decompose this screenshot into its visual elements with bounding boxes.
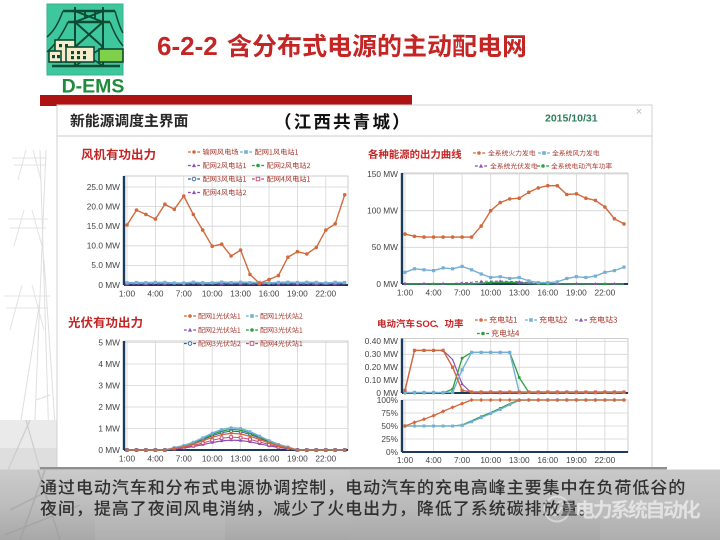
svg-text:100 MW: 100 MW [367, 206, 398, 216]
svg-text:0 MW: 0 MW [376, 279, 398, 289]
svg-text:19:00: 19:00 [566, 288, 587, 298]
svg-text:0 MW: 0 MW [98, 280, 120, 290]
svg-text:6-2-2: 6-2-2 [157, 31, 218, 61]
svg-text:0.10 MW: 0.10 MW [365, 375, 398, 385]
svg-text:0 MW: 0 MW [98, 445, 120, 455]
svg-text:4:00: 4:00 [147, 454, 164, 464]
svg-text:3 MW: 3 MW [98, 380, 120, 390]
svg-text:75%: 75% [381, 408, 398, 418]
svg-text:50 MW: 50 MW [372, 242, 398, 252]
svg-text:0.30 MW: 0.30 MW [365, 349, 398, 359]
svg-text:1:00: 1:00 [397, 288, 414, 298]
svg-text:0.20 MW: 0.20 MW [365, 362, 398, 372]
svg-text:D-EMS: D-EMS [62, 76, 125, 98]
svg-text:0%: 0% [386, 447, 399, 457]
svg-text:4 MW: 4 MW [98, 359, 120, 369]
svg-text:16:00: 16:00 [537, 288, 558, 298]
svg-text:19:00: 19:00 [287, 454, 308, 464]
svg-text:22:00: 22:00 [595, 455, 616, 465]
svg-text:2 MW: 2 MW [98, 402, 120, 412]
svg-text:16:00: 16:00 [259, 454, 280, 464]
svg-text:4:00: 4:00 [147, 289, 164, 299]
svg-text:22:00: 22:00 [595, 288, 616, 298]
svg-text:0 MW: 0 MW [376, 388, 398, 398]
svg-text:5 MW: 5 MW [98, 337, 120, 347]
svg-text:13:00: 13:00 [509, 455, 530, 465]
svg-text:4:00: 4:00 [426, 288, 443, 298]
svg-text:13:00: 13:00 [230, 289, 251, 299]
svg-text:7:00: 7:00 [176, 289, 193, 299]
svg-text:10:00: 10:00 [202, 454, 223, 464]
svg-text:20.0 MW: 20.0 MW [87, 201, 120, 211]
svg-text:10:00: 10:00 [480, 288, 501, 298]
svg-text:100%: 100% [377, 395, 399, 405]
svg-text:10:00: 10:00 [202, 289, 223, 299]
svg-text:×: × [636, 106, 642, 118]
svg-text:7:00: 7:00 [176, 454, 193, 464]
svg-text:25%: 25% [381, 434, 398, 444]
svg-text:19:00: 19:00 [566, 455, 587, 465]
svg-text:22:00: 22:00 [315, 454, 336, 464]
svg-text:19:00: 19:00 [287, 289, 308, 299]
svg-text:50%: 50% [381, 421, 398, 431]
svg-text:5.0 MW: 5.0 MW [91, 260, 120, 270]
svg-text:1:00: 1:00 [119, 289, 136, 299]
svg-text:10:00: 10:00 [480, 455, 501, 465]
svg-text:2015/10/31: 2015/10/31 [545, 113, 598, 125]
svg-text:16:00: 16:00 [537, 455, 558, 465]
svg-text:1:00: 1:00 [119, 454, 136, 464]
svg-text:1:00: 1:00 [397, 455, 414, 465]
svg-text:16:00: 16:00 [259, 289, 280, 299]
svg-text:13:00: 13:00 [230, 454, 251, 464]
svg-text:4:00: 4:00 [426, 455, 443, 465]
svg-text:13:00: 13:00 [509, 288, 530, 298]
svg-text:1 MW: 1 MW [98, 423, 120, 433]
svg-text:SOC: SOC [416, 319, 437, 330]
svg-text:7:00: 7:00 [454, 455, 471, 465]
svg-text:22:00: 22:00 [315, 289, 336, 299]
svg-text:15.0 MW: 15.0 MW [87, 221, 120, 231]
svg-text:25.0 MW: 25.0 MW [87, 182, 120, 192]
svg-text:7:00: 7:00 [454, 288, 471, 298]
svg-text:0.40 MW: 0.40 MW [365, 336, 398, 346]
svg-text:10.0 MW: 10.0 MW [87, 241, 120, 251]
svg-text:150 MW: 150 MW [367, 169, 398, 179]
